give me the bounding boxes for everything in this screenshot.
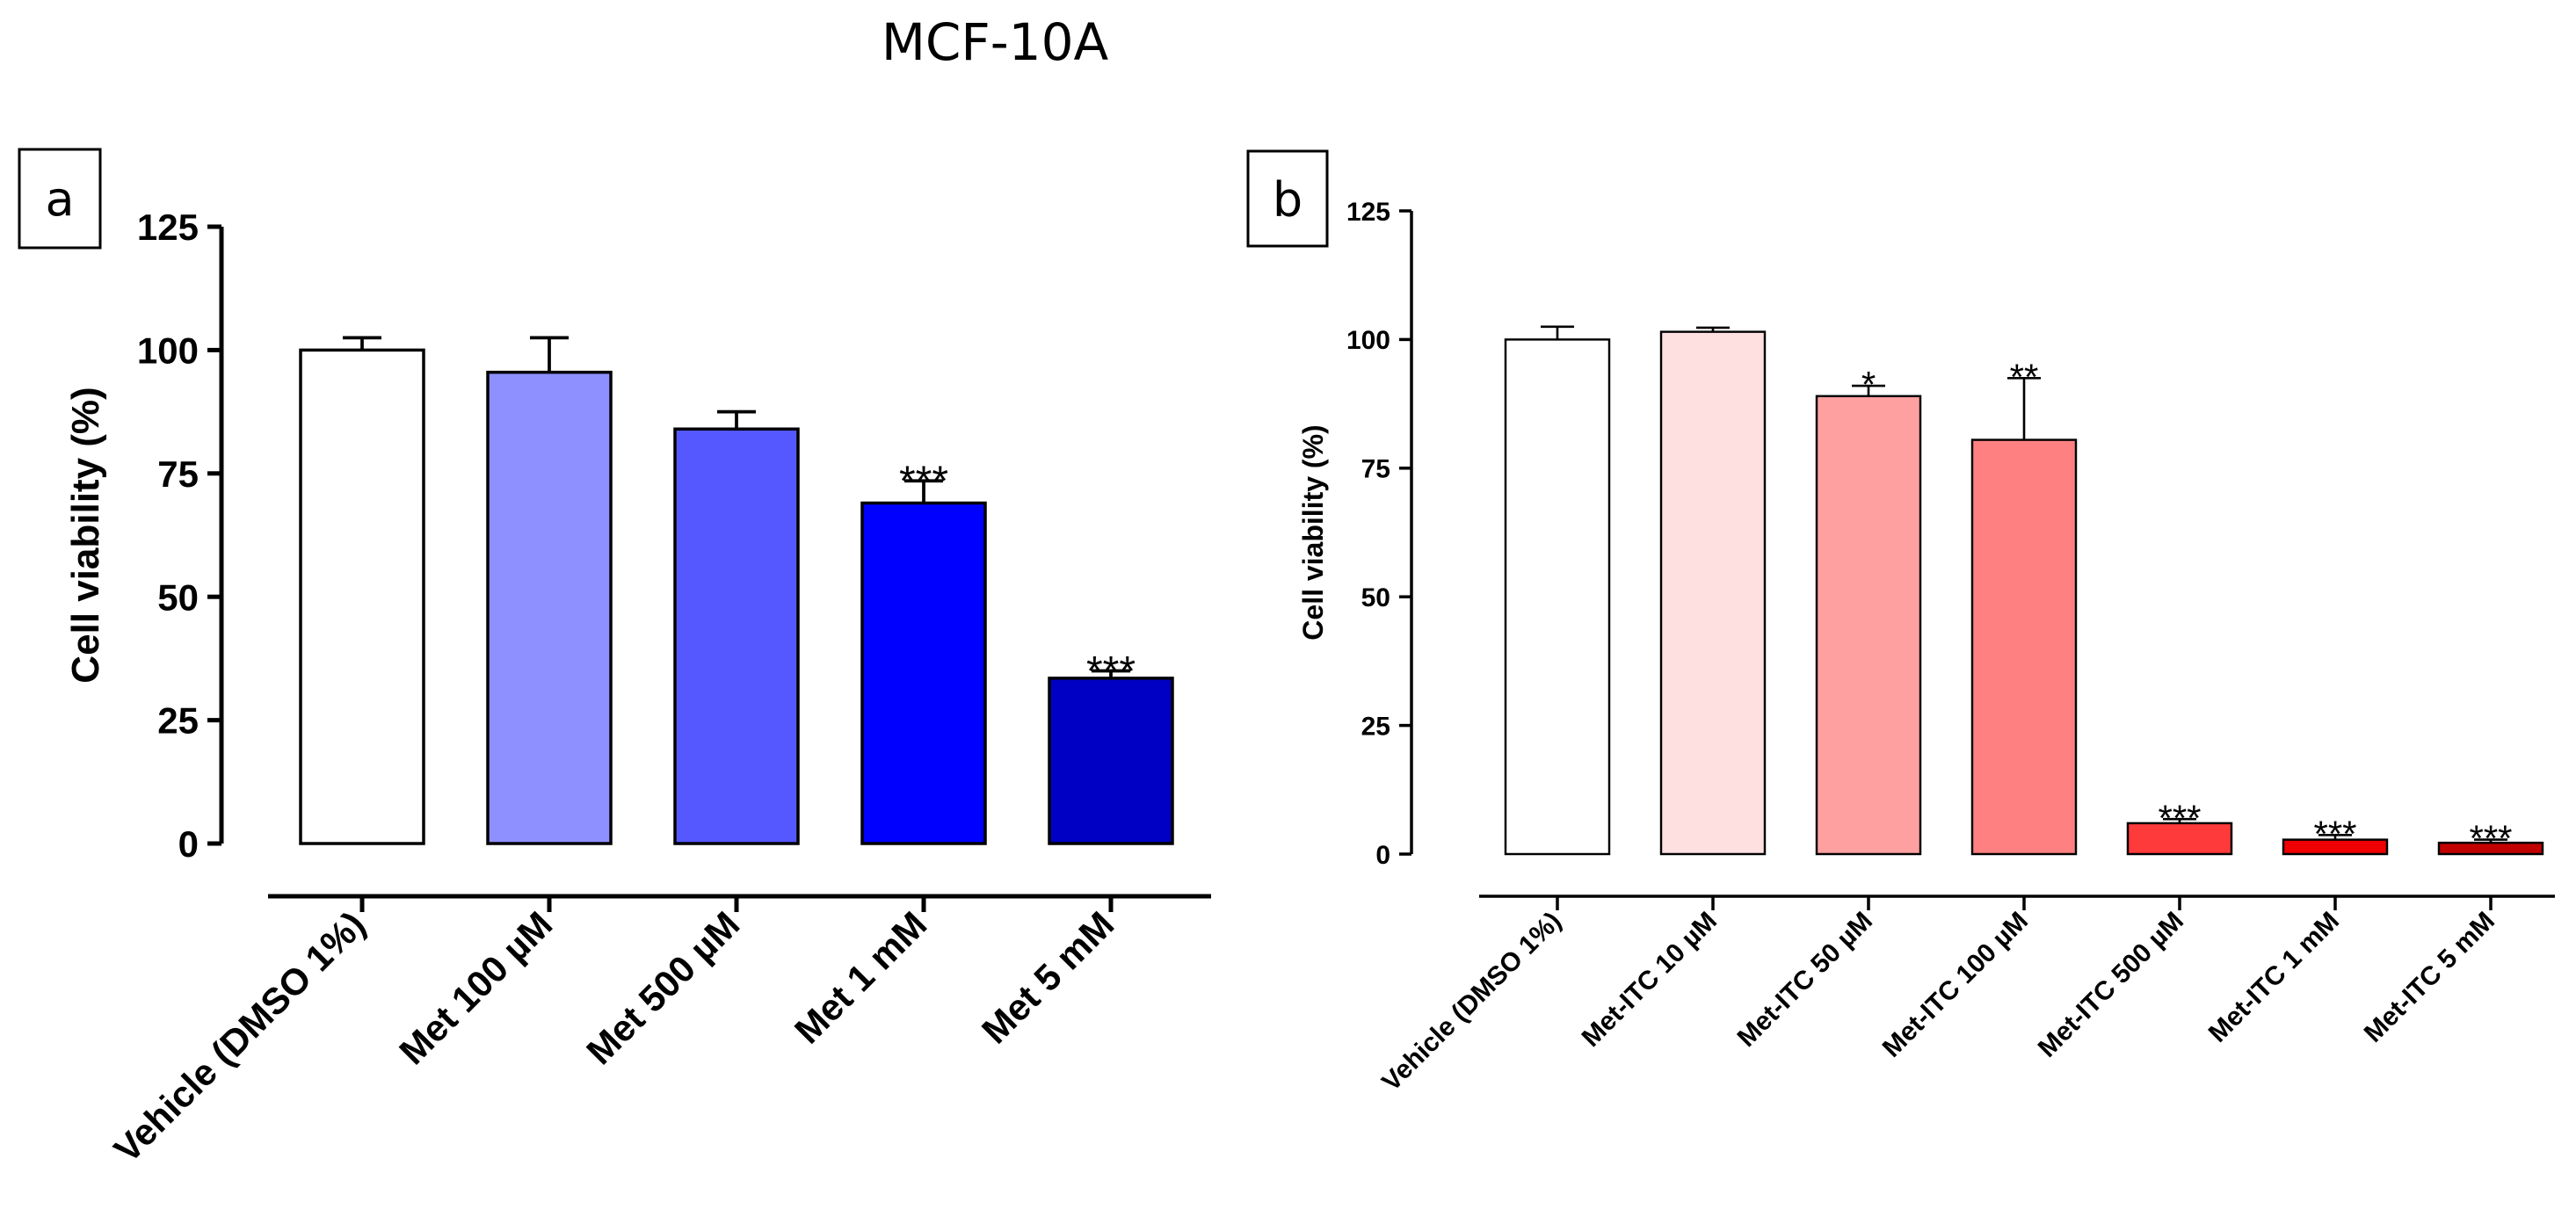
panel-b-chart: 0 25 50 75 100 125 Cell viability (%) Vehicle (… <box>1297 198 2555 1097</box>
bar <box>1815 395 1922 856</box>
y-axis-title: Cell viability (%) <box>64 387 107 683</box>
significance-label: * <box>1861 364 1876 405</box>
significance-label: *** <box>1086 648 1136 695</box>
y-tick-label: 25 <box>1361 712 1390 741</box>
category-label: Met-ITC 100 µM <box>1877 907 2034 1063</box>
category-label: Met-ITC 50 µM <box>1732 907 1878 1053</box>
bar <box>1504 338 1611 856</box>
panel-a-label: a <box>45 171 74 227</box>
panel-b: b 0 25 50 75 100 125 Cell viability (%) Vehicle… <box>1246 149 2555 1097</box>
y-tick-label: 100 <box>137 330 199 372</box>
category-label: Met-ITC 1 mM <box>2203 907 2345 1048</box>
bar <box>299 348 425 845</box>
significance-label: *** <box>2469 818 2512 859</box>
y-tick-label: 0 <box>1375 841 1390 870</box>
panel-a-chart: 0 25 50 75 100 125 Cell viability (%) Vehicle (… <box>64 206 1211 1170</box>
y-tick-label: 75 <box>157 453 199 495</box>
category-label: Met 1 mM <box>787 903 935 1052</box>
panel-b-label-box <box>1246 149 1329 248</box>
y-tick-label: 125 <box>1346 198 1390 227</box>
significance-label: *** <box>2313 813 2356 854</box>
y-tick-label: 50 <box>157 576 199 618</box>
y-tick-label: 50 <box>1361 583 1390 612</box>
significance-label: *** <box>899 459 948 505</box>
significance-label: ** <box>2010 356 2039 397</box>
figure-title: MCF-10A <box>882 12 1109 72</box>
bar <box>673 427 800 845</box>
category-label: Met 500 µM <box>578 903 747 1072</box>
panel-a-label-box <box>18 148 102 250</box>
y-tick-label: 25 <box>157 700 199 742</box>
bar <box>2126 822 2233 856</box>
category-label: Met-ITC 500 µM <box>2033 907 2189 1063</box>
bar <box>2282 838 2389 856</box>
category-label: Vehicle (DMSO 1%) <box>105 903 373 1170</box>
y-tick-label: 100 <box>1346 326 1390 355</box>
y-tick-label: 0 <box>178 823 199 865</box>
bar <box>1970 438 2078 856</box>
bar <box>860 501 987 845</box>
panel-a: a 0 25 50 75 100 125 Cell viability (%) Vehicle… <box>18 148 1211 1170</box>
bar <box>2437 841 2544 856</box>
bar <box>1048 677 1174 845</box>
y-tick-label: 125 <box>137 206 199 248</box>
y-axis-title: Cell viability (%) <box>1297 424 1329 640</box>
panel-b-label: b <box>1273 172 1303 228</box>
y-tick-label: 75 <box>1361 455 1390 484</box>
category-label: Vehicle (DMSO 1%) <box>1376 907 1567 1097</box>
bar <box>1659 330 1767 856</box>
category-label: Met 5 mM <box>974 903 1122 1052</box>
bar <box>486 370 613 845</box>
category-label: Met 100 µM <box>391 903 560 1072</box>
category-label: Met-ITC 10 µM <box>1577 907 1723 1053</box>
significance-label: *** <box>2158 797 2201 838</box>
category-label: Met-ITC 5 mM <box>2359 907 2500 1048</box>
